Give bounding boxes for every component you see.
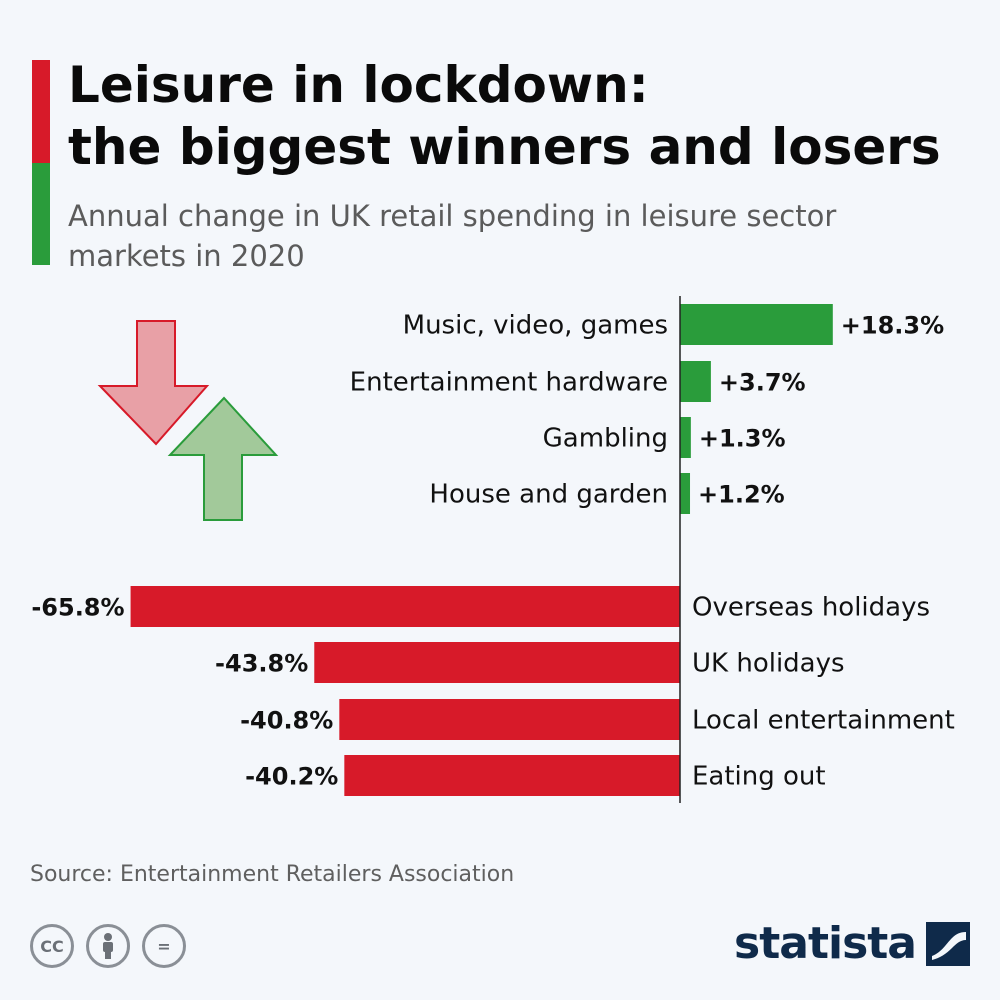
category-label-4: Overseas holidays (692, 593, 930, 623)
category-label-3: House and garden (429, 480, 668, 510)
bar-7 (344, 755, 680, 796)
value-label-3: +1.2% (698, 481, 785, 509)
category-label-7: Eating out (692, 762, 826, 792)
value-label-7: -40.2% (245, 763, 338, 791)
bar-3 (680, 473, 691, 514)
bar-4 (130, 586, 680, 627)
arrow-down-icon (97, 320, 210, 446)
category-label-5: UK holidays (692, 649, 845, 679)
cc-icon[interactable]: CC (30, 924, 74, 968)
value-label-4: -65.8% (31, 594, 124, 622)
value-label-1: +3.7% (719, 369, 806, 397)
license-icons: CC = (30, 924, 186, 968)
value-label-0: +18.3% (841, 312, 944, 340)
statista-logo-text: statista (734, 918, 917, 969)
source-note: Source: Entertainment Retailers Associat… (30, 862, 515, 887)
bar-2 (680, 417, 691, 458)
statista-logo-icon (926, 921, 970, 966)
no-derivatives-icon[interactable]: = (142, 924, 186, 968)
attribution-person-icon[interactable] (86, 924, 130, 968)
accent-bar-red (32, 60, 50, 163)
value-label-5: -43.8% (215, 650, 308, 678)
bar-6 (339, 699, 680, 740)
statista-logo[interactable]: statista (734, 918, 970, 969)
category-label-0: Music, video, games (403, 311, 668, 341)
chart-subtitle: Annual change in UK retail spending in l… (68, 199, 837, 273)
value-label-2: +1.3% (699, 425, 786, 453)
title-line-1: Leisure in lockdown: (68, 56, 649, 114)
category-label-6: Local entertainment (692, 706, 955, 736)
category-label-2: Gambling (543, 424, 668, 454)
title-line-2: the biggest winners and losers (68, 118, 941, 176)
chart-title: Leisure in lockdown: the biggest winners… (68, 54, 988, 178)
bar-0 (680, 304, 833, 345)
value-label-6: -40.8% (240, 707, 333, 735)
category-label-1: Entertainment hardware (350, 368, 668, 398)
accent-bar-green (32, 162, 50, 265)
arrow-up-icon (167, 396, 279, 521)
accent-bar (32, 60, 50, 265)
bar-5 (314, 642, 680, 683)
bar-1 (680, 361, 711, 402)
